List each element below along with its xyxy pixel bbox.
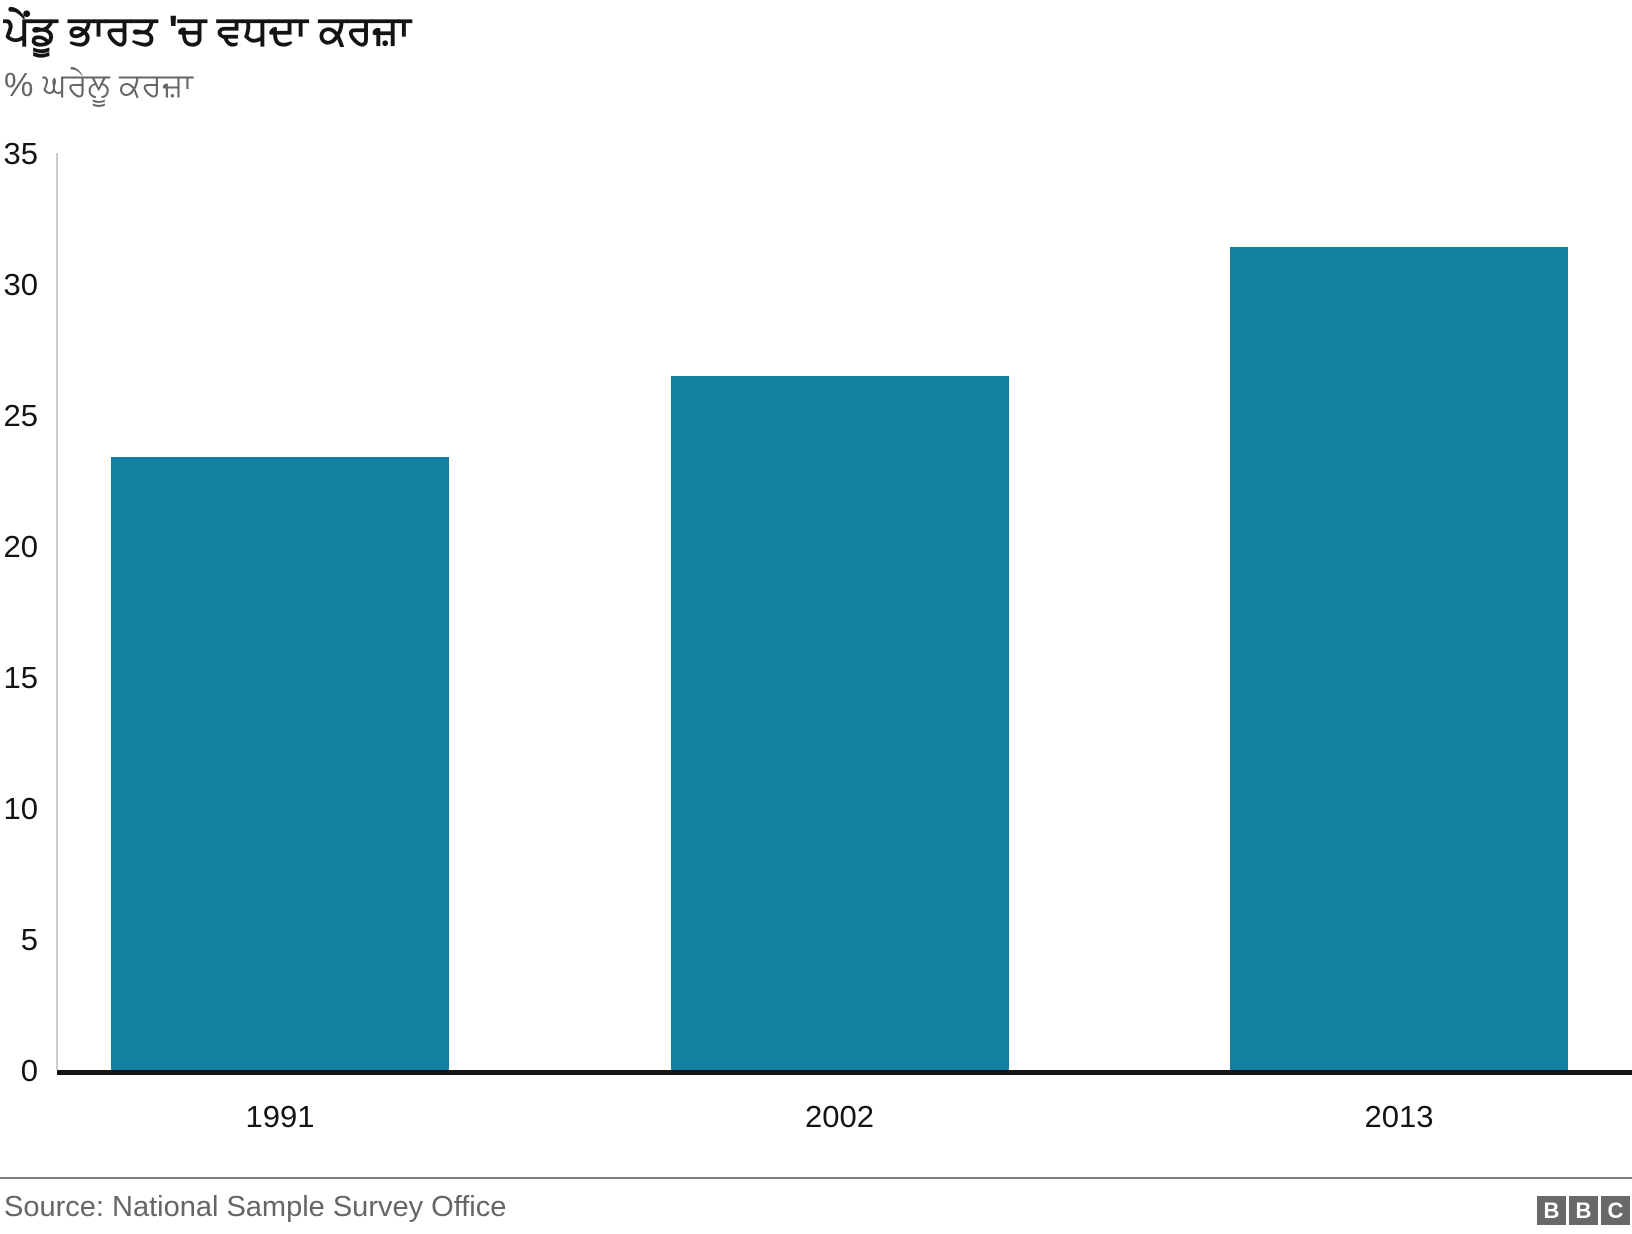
chart-title: ਪੇਂਡੂ ਭਾਰਤ 'ਚ ਵਧਦਾ ਕਰਜ਼ਾ: [4, 7, 411, 53]
y-tick-label-20: 20: [3, 529, 38, 564]
footer-divider: [0, 1177, 1632, 1179]
bar-2002: [670, 375, 1009, 1070]
bbc-logo-letter: B: [1569, 1196, 1598, 1225]
x-axis-line: [57, 1070, 1632, 1075]
y-tick-label-0: 0: [20, 1053, 38, 1088]
chart-subtitle: % ਘਰੇਲੂ ਕਰਜ਼ਾ: [4, 66, 193, 103]
bar-2013: [1230, 247, 1568, 1070]
y-tick-label-5: 5: [20, 922, 38, 957]
y-axis-line: [56, 153, 58, 1070]
bbc-logo-letter: C: [1601, 1196, 1630, 1225]
x-tick-label-2002: 2002: [805, 1099, 874, 1134]
source-text: Source: National Sample Survey Office: [4, 1191, 507, 1223]
y-tick-label-35: 35: [3, 136, 38, 171]
x-tick-label-1991: 1991: [245, 1099, 315, 1134]
bar-1991: [111, 456, 449, 1070]
y-tick-label-10: 10: [3, 791, 38, 826]
bbc-logo-letter: B: [1537, 1196, 1566, 1225]
y-tick-label-30: 30: [3, 267, 38, 302]
y-tick-label-15: 15: [3, 660, 38, 695]
x-tick-label-2013: 2013: [1364, 1099, 1434, 1134]
y-tick-label-25: 25: [3, 398, 38, 433]
